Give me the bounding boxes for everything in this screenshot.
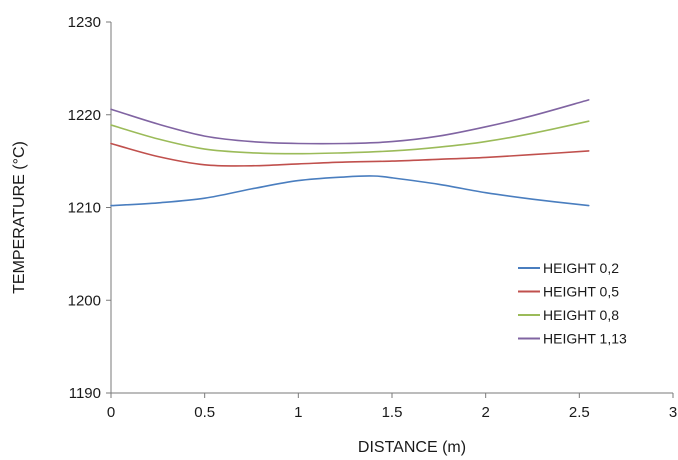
legend-label: HEIGHT 0,5 (543, 284, 619, 300)
x-tick-label: 2.5 (569, 404, 590, 421)
y-tick-label: 1190 (69, 385, 101, 402)
x-tick-label: 1 (294, 404, 302, 421)
y-tick-label: 1230 (68, 14, 101, 31)
series-line-3 (110, 120, 590, 155)
y-tick-label: 1200 (68, 292, 101, 309)
y-axis-title: TEMPERATURE (°C) (11, 141, 28, 294)
legend-label: HEIGHT 0,2 (543, 260, 619, 276)
y-tick-label: 1210 (68, 200, 101, 217)
x-axis-title: DISTANCE (m) (358, 439, 466, 456)
x-tick-label: 0.5 (194, 404, 215, 421)
x-axis-ticks: 0 0.5 1 1.5 2 2.5 3 (107, 393, 677, 421)
legend-label: HEIGHT 0,8 (543, 307, 619, 323)
y-axis-ticks: 1190 1200 1210 1220 1230 (68, 14, 111, 402)
x-tick-label: 0 (107, 404, 115, 421)
series-line-2 (110, 142, 590, 167)
legend-label: HEIGHT 1,13 (543, 331, 627, 347)
x-tick-label: 1.5 (382, 404, 403, 421)
series-line-4 (110, 99, 590, 145)
y-tick-label: 1220 (68, 107, 101, 124)
x-tick-label: 3 (669, 404, 677, 421)
series-lines (110, 99, 590, 207)
legend: HEIGHT 0,2 HEIGHT 0,5 HEIGHT 0,8 HEIGHT 1,1… (518, 260, 627, 347)
x-tick-label: 2 (481, 404, 489, 421)
series-line-1 (110, 175, 590, 207)
